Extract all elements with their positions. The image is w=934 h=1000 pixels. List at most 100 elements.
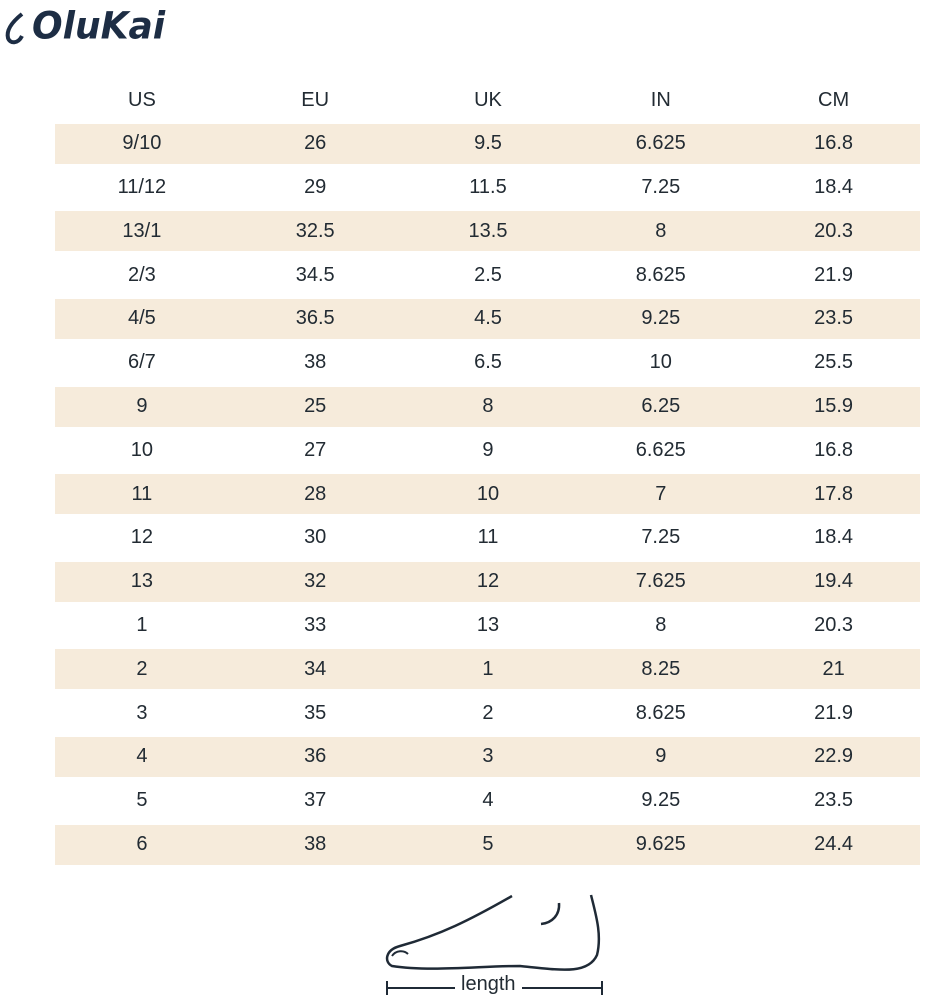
table-cell-uk: 9.5 xyxy=(474,132,502,155)
table-cell-uk: 10 xyxy=(476,482,500,505)
table-cell-us: 6/7 xyxy=(127,351,156,374)
table-cell-eu: 28 xyxy=(304,482,327,505)
table-cell-uk: 2 xyxy=(482,701,494,724)
table-cell-eu: 36.5 xyxy=(295,307,335,330)
table-row: 11 28 10 7 17.8 xyxy=(55,474,920,515)
table-cell-cm: 23.5 xyxy=(814,307,854,330)
table-row: 3 35 2 8.625 21.9 xyxy=(55,693,920,733)
table-cell-cm: 25.5 xyxy=(814,351,854,374)
table-cell-us: 13 xyxy=(130,570,154,593)
table-cell-uk: 11.5 xyxy=(469,176,507,199)
table-row: 2 34 1 8.25 21 xyxy=(55,649,920,690)
table-cell-in: 8 xyxy=(655,614,667,637)
table-cell-uk: 5 xyxy=(482,833,494,856)
table-cell-eu: 38 xyxy=(304,833,327,856)
table-cell-eu: 35 xyxy=(304,701,327,724)
table-cell-in: 8.625 xyxy=(635,701,686,724)
table-cell-in: 6.625 xyxy=(635,438,686,461)
table-cell-uk: 9 xyxy=(482,438,494,461)
table-cell-in: 8 xyxy=(655,219,667,242)
column-header-in: IN xyxy=(650,88,671,111)
table-cell-in: 7.25 xyxy=(641,526,681,549)
table-cell-cm: 22.9 xyxy=(814,745,854,768)
table-cell-cm: 17.8 xyxy=(814,482,854,505)
table-cell-uk: 6.5 xyxy=(474,351,502,374)
table-cell-cm: 19.4 xyxy=(814,570,854,593)
table-cell-eu: 33 xyxy=(304,614,327,637)
table-cell-us: 11 xyxy=(131,482,153,505)
table-cell-us: 9/10 xyxy=(122,132,162,155)
foot-diagram-icon xyxy=(385,894,601,971)
table-cell-in: 7.25 xyxy=(641,176,681,199)
table-cell-uk: 1 xyxy=(482,657,494,680)
table-cell-us: 2 xyxy=(136,657,148,680)
column-header-uk: UK xyxy=(474,88,502,111)
table-cell-us: 12 xyxy=(130,526,154,549)
table-cell-cm: 24.4 xyxy=(814,833,854,856)
table-cell-in: 8.625 xyxy=(635,263,686,286)
table-cell-us: 4 xyxy=(136,745,148,768)
table-cell-cm: 21.9 xyxy=(814,701,854,724)
table-cell-eu: 29 xyxy=(304,176,327,199)
table-cell-us: 2/3 xyxy=(127,263,156,286)
table-cell-us: 10 xyxy=(130,438,154,461)
table-cell-cm: 18.4 xyxy=(814,176,854,199)
table-cell-us: 11/12 xyxy=(117,176,167,199)
table-cell-uk: 3 xyxy=(482,745,494,768)
table-cell-eu: 36 xyxy=(304,745,327,768)
length-label: length xyxy=(455,973,522,996)
table-cell-us: 3 xyxy=(136,701,148,724)
logo-hook-icon xyxy=(5,12,24,45)
table-row: 9/10 26 9.5 6.625 16.8 xyxy=(55,123,920,164)
table-cell-in: 10 xyxy=(649,351,672,374)
table-cell-eu: 38 xyxy=(304,351,327,374)
table-cell-us: 9 xyxy=(136,395,148,418)
brand-name: OluKai xyxy=(32,4,166,48)
column-header-cm: CM xyxy=(818,88,850,111)
table-cell-eu: 26 xyxy=(304,132,327,155)
table-row: 9 25 8 6.25 15.9 xyxy=(55,386,920,427)
table-cell-uk: 12 xyxy=(476,570,500,593)
table-row: 11/12 29 11.5 7.25 18.4 xyxy=(55,168,920,208)
table-cell-cm: 16.8 xyxy=(814,132,854,155)
table-cell-eu: 34 xyxy=(304,657,327,680)
table-cell-cm: 21.9 xyxy=(814,263,854,286)
table-cell-uk: 13 xyxy=(476,614,500,637)
table-cell-in: 6.625 xyxy=(635,132,686,155)
table-row: 4/5 36.5 4.5 9.25 23.5 xyxy=(55,298,920,339)
table-cell-eu: 32.5 xyxy=(295,219,335,242)
table-cell-eu: 32 xyxy=(304,570,327,593)
table-cell-in: 7 xyxy=(655,482,667,505)
table-cell-us: 5 xyxy=(136,789,148,812)
table-cell-cm: 18.4 xyxy=(814,526,854,549)
table-row: 5 37 4 9.25 23.5 xyxy=(55,781,920,821)
table-cell-cm: 23.5 xyxy=(814,789,854,812)
table-cell-eu: 34.5 xyxy=(295,263,335,286)
table-cell-in: 9.25 xyxy=(641,307,681,330)
column-header-eu: EU xyxy=(301,88,330,111)
table-cell-eu: 37 xyxy=(304,789,327,812)
table-row: 13 32 12 7.625 19.4 xyxy=(55,561,920,602)
olukai-logo: OluKai xyxy=(2,4,165,48)
table-cell-cm: 20.3 xyxy=(814,614,854,637)
table-header: US EU UK IN CM xyxy=(55,80,920,120)
table-cell-eu: 27 xyxy=(304,438,327,461)
column-header-us: US xyxy=(128,88,156,111)
table-row: 13/1 32.5 13.5 8 20.3 xyxy=(55,211,920,252)
table-cell-uk: 4.5 xyxy=(474,307,502,330)
table-cell-in: 7.625 xyxy=(635,570,686,593)
table-cell-us: 1 xyxy=(136,614,148,637)
table-cell-in: 9 xyxy=(655,745,667,768)
table-cell-in: 6.25 xyxy=(641,395,681,418)
table-cell-uk: 4 xyxy=(482,789,494,812)
table-cell-cm: 20.3 xyxy=(814,219,854,242)
table-cell-cm: 21 xyxy=(822,657,845,680)
table-cell-us: 6 xyxy=(136,833,148,856)
table-cell-us: 4/5 xyxy=(127,307,156,330)
table-cell-in: 9.25 xyxy=(641,789,681,812)
table-row: 12 30 11 7.25 18.4 xyxy=(55,518,920,558)
table-cell-uk: 2.5 xyxy=(474,263,502,286)
table-row: 6/7 38 6.5 10 25.5 xyxy=(55,343,920,383)
table-row: 6 38 5 9.625 24.4 xyxy=(55,824,920,865)
table-cell-eu: 30 xyxy=(304,526,327,549)
